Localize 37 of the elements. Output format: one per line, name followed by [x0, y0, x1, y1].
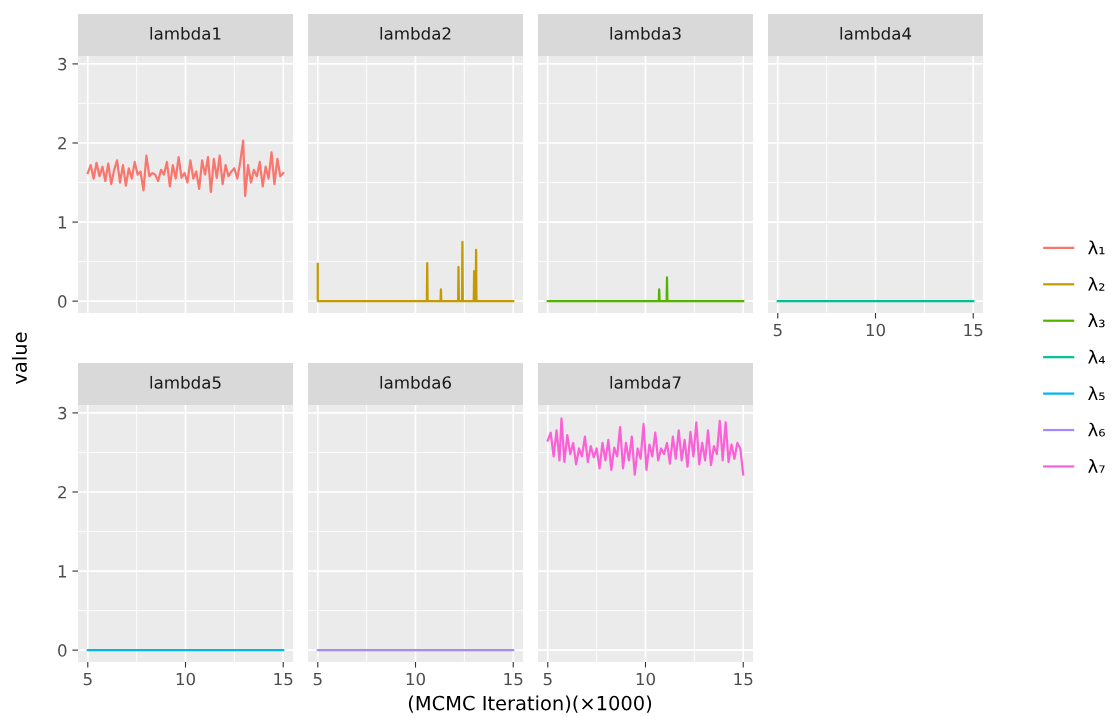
y-tick-label: 2	[58, 485, 66, 499]
line-series	[86, 139, 285, 198]
y-tick-label: 1	[58, 216, 67, 229]
y-tick-label: 2	[58, 136, 66, 150]
chart-title: lambda1	[150, 26, 221, 40]
x-tick-label: 5	[313, 672, 322, 686]
y-axis-title: value	[11, 332, 27, 384]
chart-title: lambda6	[380, 375, 451, 389]
y-tick-label: 0	[58, 644, 67, 657]
legend-label: λ₇	[1088, 459, 1105, 473]
legend-label: λ₆	[1088, 422, 1105, 437]
x-tick-label: 5	[773, 323, 782, 337]
x-axis-title: (MCMC Iteration)(×1000)	[408, 695, 652, 713]
x-tick-label: 10	[406, 672, 425, 686]
chart-title: lambda5	[150, 375, 221, 389]
legend-label: λ₅	[1088, 386, 1105, 401]
x-tick-label: 10	[636, 672, 655, 686]
x-tick-label: 5	[83, 672, 92, 686]
x-tick-label: 15	[964, 323, 983, 337]
legend-label: λ₃	[1088, 313, 1105, 328]
chart-title: lambda2	[380, 26, 451, 40]
chart-title: lambda7	[610, 375, 681, 389]
y-tick-label: 1	[58, 565, 67, 578]
chart-title: lambda4	[840, 26, 912, 40]
y-tick-label: 3	[58, 406, 67, 420]
x-tick-label: 10	[176, 672, 195, 686]
chart-title: lambda3	[610, 26, 681, 40]
x-tick-label: 15	[734, 672, 753, 686]
legend-label: λ₄	[1088, 349, 1105, 364]
x-tick-label: 15	[274, 672, 293, 686]
x-tick-label: 15	[504, 672, 523, 686]
x-tick-label: 10	[866, 323, 885, 337]
y-tick-label: 3	[58, 57, 67, 71]
y-tick-label: 0	[58, 295, 67, 308]
x-tick-label: 5	[543, 672, 552, 686]
legend-label: λ₁	[1088, 240, 1105, 255]
legend-label: λ₂	[1088, 276, 1105, 291]
